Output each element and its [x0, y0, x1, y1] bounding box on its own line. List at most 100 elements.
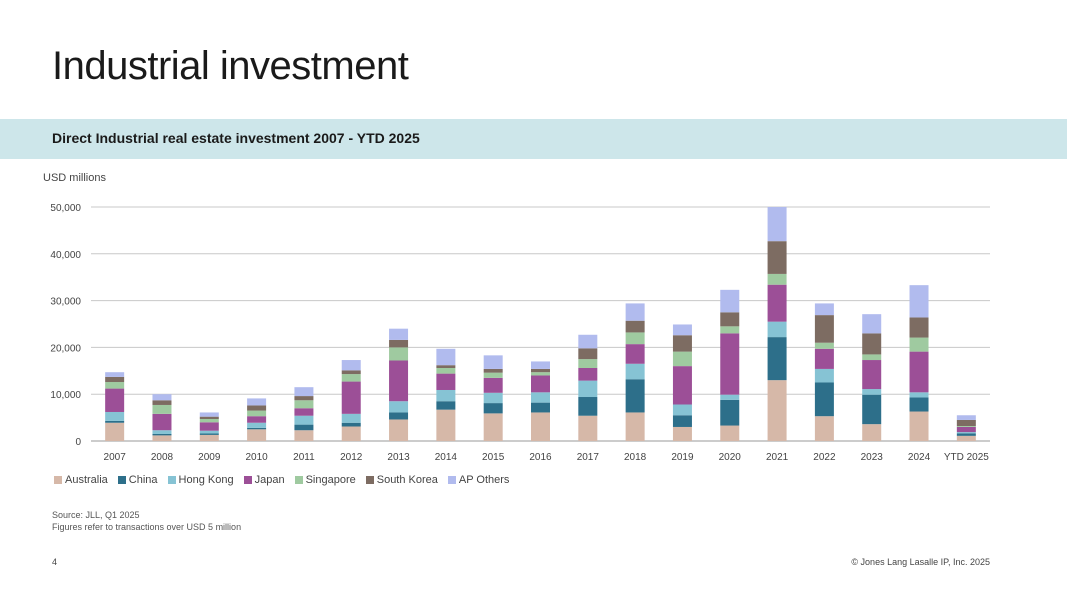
bar-segment-south-korea	[956, 419, 976, 427]
x-tick-label: 2009	[198, 452, 221, 463]
x-tick-label: 2011	[293, 452, 315, 463]
bar-segment-japan	[152, 413, 172, 431]
bar-segment-hong-kong	[672, 404, 692, 416]
bar-segment-hong-kong	[909, 392, 929, 398]
x-tick-label: 2024	[908, 452, 931, 463]
y-axis-unit-label: USD millions	[43, 172, 106, 184]
legend-item: South Korea	[365, 474, 438, 486]
bar-segment-singapore	[720, 326, 740, 334]
x-tick-label: 2013	[387, 452, 410, 463]
y-tick-label: 20,000	[50, 343, 81, 354]
bar-segment-singapore	[767, 273, 787, 285]
stacked-bar-chart: 0 10,000 20,000 30,000 40,000 50,000 2007 2008 2…	[50, 203, 990, 463]
bar-segment-china	[531, 402, 550, 413]
bar-segment-japan	[862, 360, 882, 390]
bar-segment-hong-kong	[199, 430, 219, 434]
bar-segment-australia	[720, 425, 740, 441]
legend-label: Japan	[254, 474, 285, 486]
x-tick-label: 2018	[624, 452, 647, 463]
legend-item: Hong Kong	[167, 474, 234, 486]
legend-swatch	[243, 476, 252, 484]
legend-item: China	[117, 474, 158, 486]
bar-segment-south-korea	[294, 396, 314, 401]
chart-title-banner: Direct Industrial real estate investment…	[0, 119, 1067, 159]
bar-segment-japan	[389, 360, 409, 402]
y-tick-label: 30,000	[50, 297, 81, 308]
bar-segment-japan	[247, 416, 267, 423]
bar-segment-singapore	[814, 342, 834, 349]
bar-segment-china	[389, 412, 409, 420]
legend-label: South Korea	[376, 474, 438, 486]
bar-segment-hong-kong	[483, 392, 503, 404]
bar-segment-china	[199, 433, 219, 435]
bar-segment-ap-others	[578, 334, 598, 349]
bar-segment-ap-others	[199, 412, 219, 417]
bar-segment-ap-others	[672, 324, 692, 336]
bar-segment-singapore	[341, 374, 361, 382]
x-tick-label: 2021	[766, 452, 789, 463]
bar-segment-singapore	[909, 337, 929, 352]
bar-segment-ap-others	[531, 361, 550, 369]
bar-segment-hong-kong	[436, 389, 456, 402]
y-tick-label: 0	[75, 437, 81, 448]
bar-segment-south-korea	[152, 400, 172, 405]
bar-segment-ap-others	[483, 355, 503, 369]
bar-segment-australia	[294, 430, 314, 441]
bar-segment-south-korea	[862, 333, 882, 355]
bar-segment-ap-others	[862, 314, 882, 334]
y-tick-label: 10,000	[50, 390, 81, 401]
legend-swatch	[447, 476, 456, 484]
bar-segment-australia	[389, 419, 409, 441]
bar-segment-south-korea	[625, 320, 645, 333]
bar-segment-hong-kong	[294, 415, 314, 425]
bar-segment-hong-kong	[531, 392, 550, 403]
bar-segment-south-korea	[341, 370, 361, 375]
bar-segment-singapore	[483, 372, 503, 378]
bar-segment-hong-kong	[578, 380, 598, 398]
legend-swatch	[54, 476, 62, 484]
bar-segment-ap-others	[294, 387, 314, 397]
x-tick-label: 2012	[340, 452, 363, 463]
bar-segment-china	[247, 427, 267, 430]
bar-segment-ap-others	[105, 372, 125, 377]
legend-item: Australia	[54, 474, 108, 486]
bar-segment-japan	[720, 333, 740, 395]
bar-segment-china	[720, 399, 740, 426]
bar-segment-australia	[341, 426, 361, 441]
bar-segment-ap-others	[814, 303, 834, 316]
bar-segment-japan	[956, 426, 976, 433]
bar-segment-australia	[767, 380, 787, 441]
bar-segment-south-korea	[578, 348, 598, 360]
bar-segment-ap-others	[956, 415, 976, 420]
bar-segment-hong-kong	[956, 432, 976, 434]
bar-segment-ap-others	[767, 207, 787, 242]
bar-segment-australia	[672, 426, 692, 441]
bar-segment-hong-kong	[105, 411, 125, 421]
bar-segment-singapore	[672, 351, 692, 367]
bar-segment-ap-others	[720, 289, 740, 313]
legend-item: AP Others	[447, 474, 509, 486]
bar-segment-hong-kong	[152, 430, 172, 434]
bar-segment-south-korea	[767, 241, 787, 274]
bar-segment-south-korea	[814, 315, 834, 343]
legend-item: Singapore	[294, 474, 356, 486]
bar-segment-hong-kong	[767, 321, 787, 338]
bar-segment-singapore	[436, 367, 456, 374]
chart-legend: Australia China Hong Kong Japan Singapore Sou…	[54, 474, 509, 486]
x-tick-label: 2016	[529, 452, 552, 463]
slide-title: Industrial investment	[52, 44, 409, 88]
bar-segment-ap-others	[389, 328, 409, 340]
bar-segment-ap-others	[909, 285, 929, 318]
bar-segment-hong-kong	[862, 389, 882, 395]
x-tick-label: 2017	[577, 452, 600, 463]
legend-item: Japan	[243, 474, 285, 486]
bar-segment-singapore	[247, 410, 267, 417]
bar-segment-south-korea	[672, 335, 692, 352]
bar-segment-china	[483, 403, 503, 414]
bar-segment-china	[814, 382, 834, 417]
bar-segment-japan	[294, 408, 314, 416]
bar-segment-south-korea	[199, 416, 219, 420]
bar-segment-ap-others	[152, 394, 172, 401]
bar-segment-japan	[483, 377, 503, 393]
bar-segment-singapore	[625, 332, 645, 345]
